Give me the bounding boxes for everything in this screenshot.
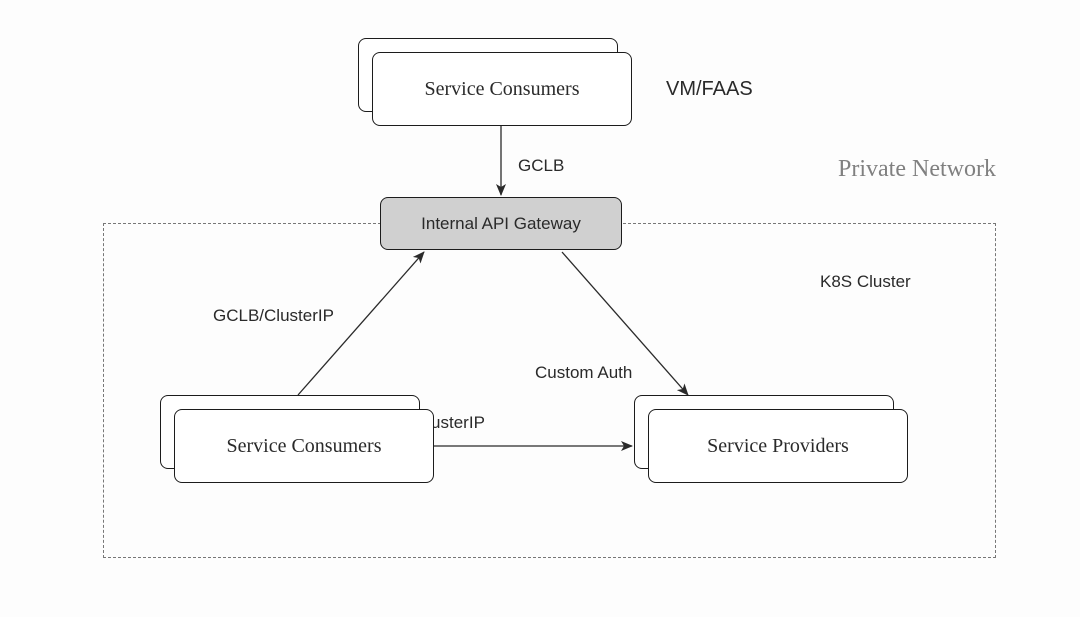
consumers-top-label: Service Consumers [425,78,580,101]
consumers-top: Service Consumers [372,52,632,126]
providers: Service Providers [648,409,908,483]
diagram-canvas: { "canvas": { "width": 1080, "height": 6… [0,0,1080,617]
edge-label-custom-auth: Custom Auth [535,363,632,383]
providers-label: Service Providers [707,435,849,458]
edge-label-gclb: GCLB [518,156,564,176]
private-network-label: Private Network [838,156,996,183]
consumers-bottom: Service Consumers [174,409,434,483]
vm-faas-label: VM/FAAS [666,78,753,101]
api-gateway-label: Internal API Gateway [421,214,581,234]
edge-label-gclb-clusterip: GCLB/ClusterIP [213,306,334,326]
k8s-cluster-label: K8S Cluster [820,272,911,292]
api-gateway: Internal API Gateway [380,197,622,250]
consumers-bottom-label: Service Consumers [227,435,382,458]
